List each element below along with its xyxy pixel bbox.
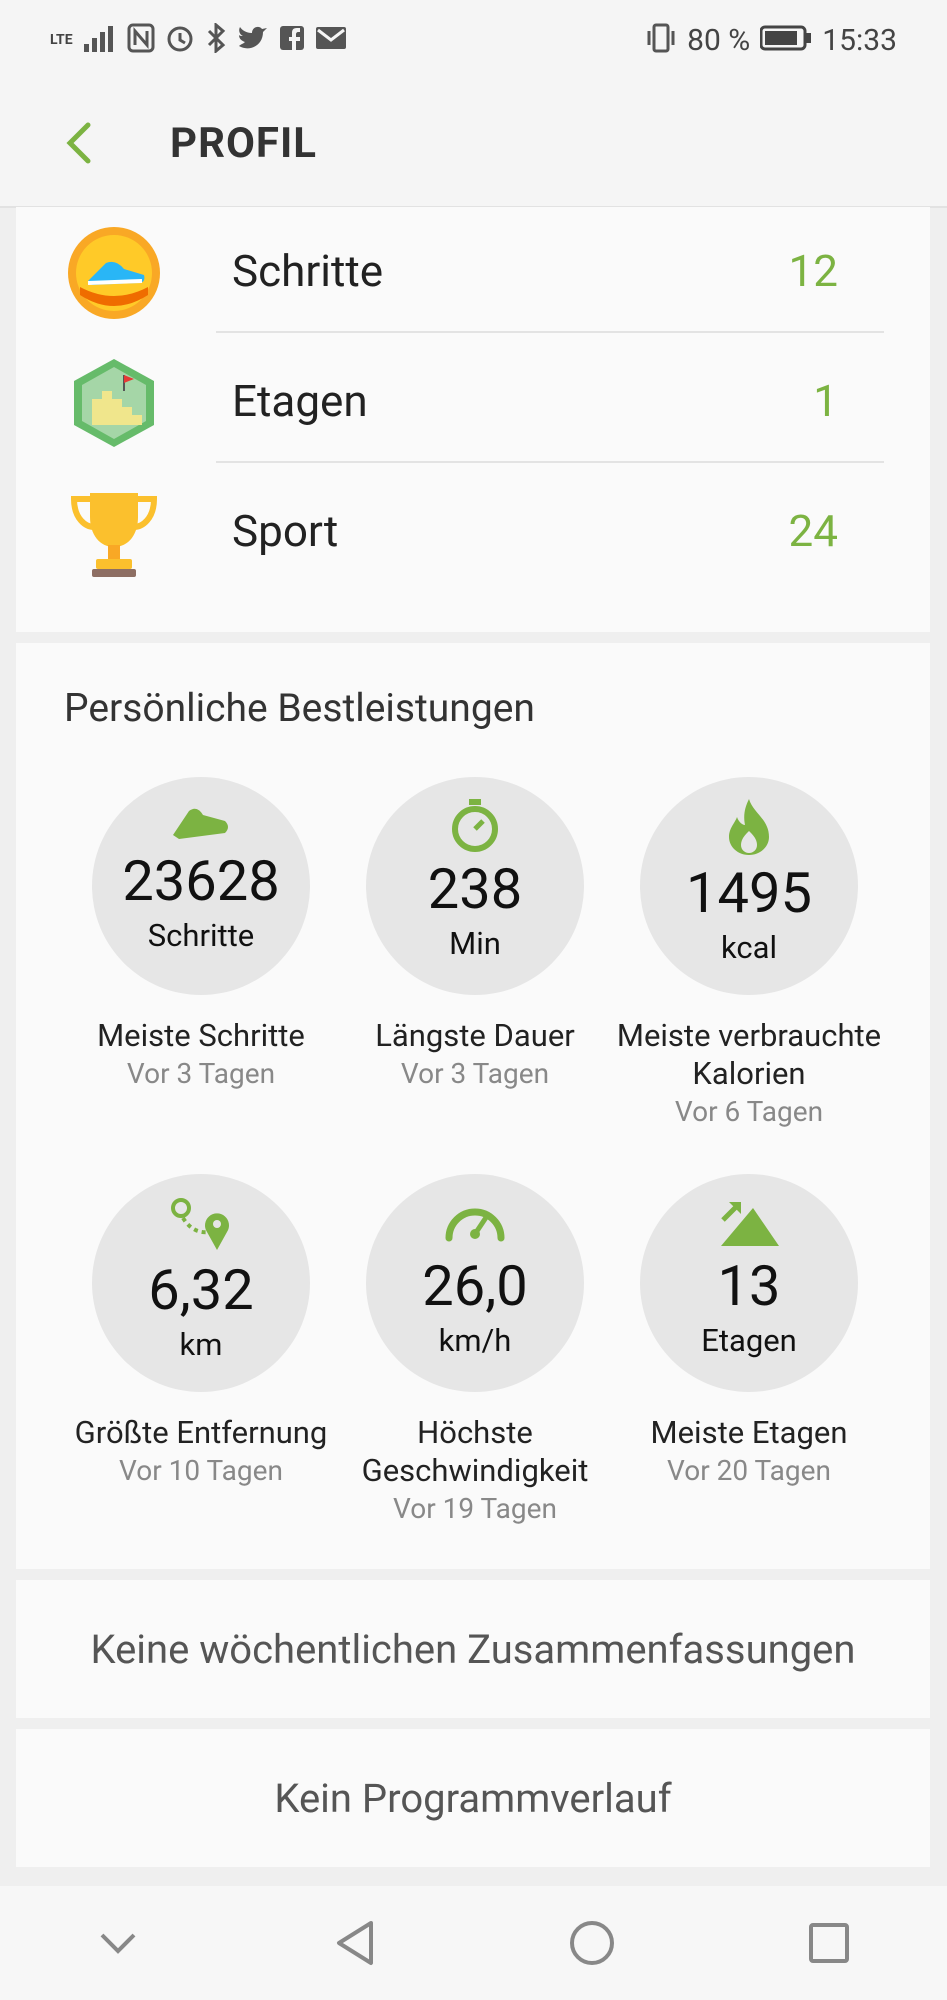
stopwatch-icon [452, 799, 498, 852]
trophy-icon [70, 493, 158, 577]
network-label: LTE [50, 32, 73, 48]
stat-unit: km [179, 1325, 223, 1363]
stat-date: Vor 19 Tagen [393, 1492, 557, 1525]
stat-date: Vor 20 Tagen [667, 1454, 831, 1487]
program-history-text: Kein Programmverlauf [274, 1774, 672, 1822]
app-header: PROFIL [0, 80, 947, 208]
system-nav-bar [0, 1886, 947, 2000]
best-speed[interactable]: 26,0 km/h Höchste Geschwindigkeit Vor 19… [338, 1174, 612, 1525]
speedometer-icon [445, 1208, 505, 1242]
facebook-icon [279, 25, 305, 56]
page-title: PROFIL [170, 118, 317, 168]
stat-value: 1495 [686, 860, 812, 926]
stat-circle: 23628 Schritte [92, 777, 310, 995]
stat-value: 23628 [122, 848, 280, 914]
back-button[interactable] [40, 103, 120, 183]
achievement-row-floors[interactable]: Etagen 1 [16, 337, 930, 467]
stat-value: 238 [427, 856, 523, 922]
stat-label: Höchste Geschwindigkeit [361, 1414, 589, 1489]
vibrate-icon [645, 23, 677, 58]
shoe-icon [173, 808, 228, 839]
alarm-icon [165, 23, 195, 58]
divider [216, 461, 884, 463]
nav-home-button[interactable] [547, 1898, 637, 1988]
sneaker-badge-icon [68, 227, 160, 319]
battery-icon [759, 25, 812, 56]
best-distance[interactable]: 6,32 km Größte Entfernung Vor 10 Tagen [64, 1174, 338, 1487]
achievement-label: Schritte [232, 245, 384, 297]
status-icons-left: LTE [50, 21, 347, 58]
battery-percent: 80 % [687, 22, 751, 58]
stat-label: Meiste verbrauchte Kalorien [616, 1017, 882, 1092]
nav-recents-button[interactable] [784, 1898, 874, 1988]
achievement-row-sport[interactable]: Sport 24 [16, 467, 930, 597]
route-icon [171, 1198, 229, 1250]
section-title: Persönliche Bestleistungen [64, 685, 535, 731]
weekly-summaries-card[interactable]: Keine wöchentlichen Zusammenfassungen [16, 1580, 930, 1718]
stat-circle: 238 Min [366, 777, 584, 995]
nav-back-button[interactable] [310, 1898, 400, 1988]
stat-date: Vor 10 Tagen [119, 1454, 283, 1487]
stat-date: Vor 6 Tagen [674, 1095, 824, 1128]
stat-label: Größte Entfernung [74, 1414, 328, 1451]
stat-value: 13 [717, 1253, 781, 1319]
status-icons-right: 80 % 15:33 [645, 23, 897, 58]
achievement-label: Sport [232, 505, 339, 557]
stat-unit: Etagen [701, 1321, 797, 1359]
achievement-value: 12 [788, 245, 838, 297]
recents-square-icon [808, 1923, 849, 1963]
achievement-row-steps[interactable]: Schritte 12 [16, 207, 930, 337]
program-history-card[interactable]: Kein Programmverlauf [16, 1729, 930, 1867]
weekly-summaries-text: Keine wöchentlichen Zusammenfassungen [90, 1625, 856, 1673]
stairs-badge-icon [74, 359, 154, 447]
stat-circle: 26,0 km/h [366, 1174, 584, 1392]
best-calories[interactable]: 1495 kcal Meiste verbrauchte Kalorien Vo… [612, 777, 886, 1128]
stat-value: 26,0 [422, 1253, 528, 1319]
achievement-value: 1 [813, 375, 838, 427]
clock: 15:33 [822, 22, 897, 58]
stat-value: 6,32 [148, 1257, 254, 1323]
stat-unit: kcal [720, 928, 778, 966]
stat-unit: Schritte [147, 916, 255, 954]
signal-icon [83, 24, 117, 57]
stat-unit: Min [449, 924, 501, 962]
achievement-value: 24 [788, 505, 838, 557]
achievement-label: Etagen [232, 375, 368, 427]
bluetooth-icon [205, 21, 227, 58]
nfc-icon [127, 23, 155, 58]
home-circle-icon [569, 1921, 614, 1965]
achievements-card: Schritte 12 Etagen 1 Sport 24 [16, 207, 930, 632]
stat-date: Vor 3 Tagen [126, 1057, 276, 1090]
stat-label: Meiste Schritte [97, 1017, 305, 1054]
status-bar: LTE 80 % 15:33 [0, 0, 947, 80]
best-floors[interactable]: 13 Etagen Meiste Etagen Vor 20 Tagen [612, 1174, 886, 1487]
back-triangle-icon [337, 1921, 374, 1965]
stat-circle: 1495 kcal [640, 777, 858, 995]
chevron-left-icon [66, 122, 91, 164]
stat-unit: km/h [438, 1321, 512, 1359]
best-duration[interactable]: 238 Min Längste Dauer Vor 3 Tagen [338, 777, 612, 1090]
stat-label: Längste Dauer [375, 1017, 575, 1054]
best-steps[interactable]: 23628 Schritte Meiste Schritte Vor 3 Tag… [64, 777, 338, 1090]
stat-circle: 6,32 km [92, 1174, 310, 1392]
mountain-icon [721, 1202, 779, 1246]
twitter-icon [237, 24, 269, 57]
mail-icon [315, 25, 347, 56]
stat-date: Vor 3 Tagen [400, 1057, 550, 1090]
divider [216, 331, 884, 333]
personal-bests-card: Persönliche Bestleistungen 23628 Schritt… [16, 643, 930, 1569]
stat-circle: 13 Etagen [640, 1174, 858, 1392]
flame-icon [729, 799, 769, 855]
chevron-down-icon [100, 1933, 136, 1954]
nav-hide-button[interactable] [73, 1898, 163, 1988]
stat-label: Meiste Etagen [650, 1414, 848, 1451]
